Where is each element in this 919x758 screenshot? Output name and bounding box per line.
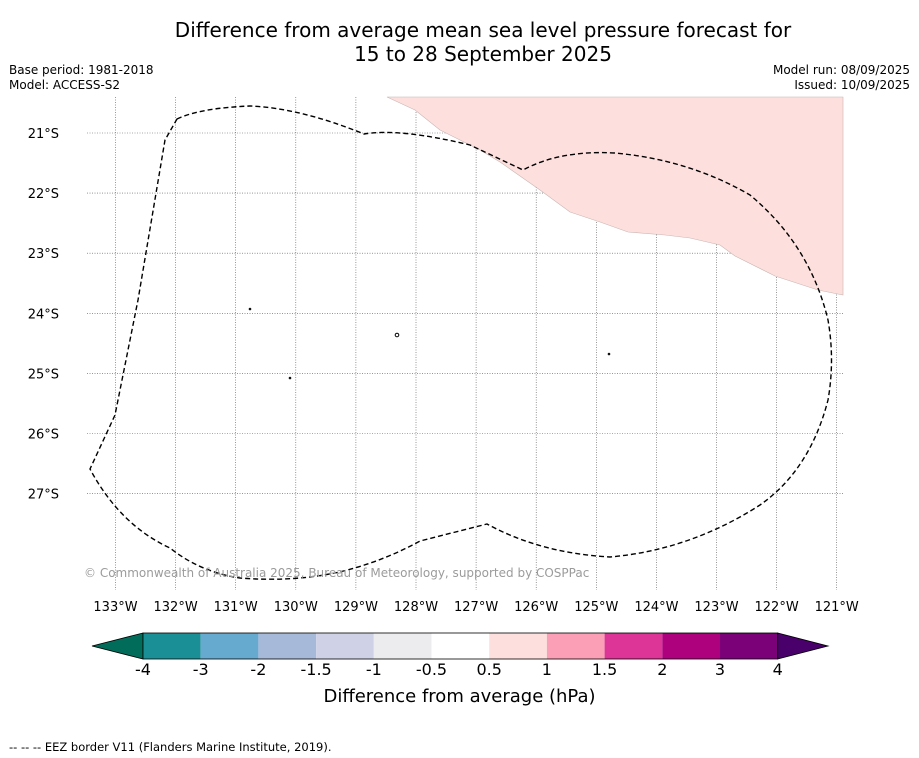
lon-label: 128°W bbox=[394, 600, 438, 615]
colorbar-frame bbox=[142, 632, 779, 660]
colorbar-tick-label: 3 bbox=[714, 660, 726, 679]
colorbar-low-extend bbox=[91, 632, 144, 660]
lon-label: 131°W bbox=[214, 600, 258, 615]
lon-label: 126°W bbox=[514, 600, 558, 615]
colorbar-tick-label: -2 bbox=[250, 660, 267, 679]
island-marker bbox=[288, 376, 292, 380]
lon-label: 132°W bbox=[154, 600, 198, 615]
meta-left: Base period: 1981-2018 Model: ACCESS-S2 bbox=[9, 63, 154, 93]
colorbar bbox=[91, 632, 830, 660]
model-run: Model run: 08/09/2025 bbox=[772, 63, 910, 77]
lon-label: 121°W bbox=[815, 600, 859, 615]
lon-label: 122°W bbox=[755, 600, 799, 615]
colorbar-tick-label: -1 bbox=[365, 660, 382, 679]
lat-label: 24°S bbox=[28, 307, 59, 322]
lat-label: 26°S bbox=[28, 428, 59, 443]
island-marker bbox=[248, 307, 252, 311]
lon-label: 125°W bbox=[574, 600, 618, 615]
colorbar-segment bbox=[316, 633, 374, 659]
colorbar-segment bbox=[662, 633, 720, 659]
colorbar-tick-label: -0.5 bbox=[415, 660, 448, 679]
lon-label: 124°W bbox=[634, 600, 678, 615]
colorbar-segment bbox=[720, 633, 778, 659]
footnote: -- -- -- EEZ border V11 (Flanders Marine… bbox=[9, 740, 332, 754]
lon-label: 130°W bbox=[274, 600, 318, 615]
map-title: Difference from average mean sea level p… bbox=[0, 18, 919, 66]
latitude-labels: 21°S 22°S 23°S 24°S 25°S 26°S 27°S bbox=[28, 127, 59, 503]
colorbar-high-extend bbox=[777, 632, 830, 660]
lat-label: 25°S bbox=[28, 367, 59, 382]
base-period: Base period: 1981-2018 bbox=[9, 63, 154, 77]
colorbar-segment bbox=[258, 633, 317, 659]
model-name: Model: ACCESS-S2 bbox=[9, 78, 121, 92]
colorbar-label: Difference from average (hPa) bbox=[323, 686, 596, 707]
lon-label: 123°W bbox=[694, 600, 738, 615]
lat-label: 23°S bbox=[28, 247, 59, 262]
lat-label: 27°S bbox=[28, 488, 59, 503]
issued-date: Issued: 10/09/2025 bbox=[794, 78, 910, 92]
colorbar-segment bbox=[489, 633, 547, 659]
anomaly-region bbox=[386, 96, 844, 296]
colorbar-segment bbox=[143, 633, 201, 659]
longitude-labels: 133°W 132°W 131°W 130°W 129°W 128°W 127°W 126°W… bbox=[93, 600, 859, 615]
title-line-2: 15 to 28 September 2025 bbox=[354, 42, 612, 66]
colorbar-tick-label: 0.5 bbox=[476, 660, 502, 679]
colorbar-tick-label: -1.5 bbox=[300, 660, 332, 679]
lon-label: 127°W bbox=[454, 600, 498, 615]
island-marker bbox=[607, 352, 611, 356]
title-line-1: Difference from average mean sea level p… bbox=[174, 18, 792, 42]
lat-label: 22°S bbox=[28, 187, 59, 202]
colorbar-tick-label: 4 bbox=[772, 660, 783, 679]
colorbar-tick-label: 1 bbox=[541, 660, 552, 679]
island-marker bbox=[394, 332, 400, 338]
colorbar-tick-label: 2 bbox=[657, 660, 668, 679]
islands bbox=[248, 307, 611, 380]
lon-label: 133°W bbox=[93, 600, 137, 615]
colorbar-ticks: -4 -3 -2 -1.5 -1 -0.5 0.5 1 1.5 2 3 4 bbox=[0, 660, 919, 682]
copyright-text: © Commonwealth of Australia 2025, Bureau… bbox=[84, 566, 589, 580]
colorbar-segment bbox=[200, 633, 259, 659]
colorbar-tick-label: -4 bbox=[135, 660, 151, 679]
colorbar-tick-label: -3 bbox=[192, 660, 209, 679]
colorbar-segment bbox=[431, 633, 490, 659]
colorbar-segment bbox=[546, 633, 605, 659]
eez-border bbox=[89, 105, 833, 580]
colorbar-segment bbox=[604, 633, 663, 659]
colorbar-tick-label: 1.5 bbox=[591, 660, 618, 679]
colorbar-segment bbox=[373, 633, 432, 659]
lat-label: 21°S bbox=[28, 127, 59, 142]
meta-right: Model run: 08/09/2025 Issued: 10/09/2025 bbox=[773, 63, 910, 93]
lon-label: 129°W bbox=[334, 600, 378, 615]
